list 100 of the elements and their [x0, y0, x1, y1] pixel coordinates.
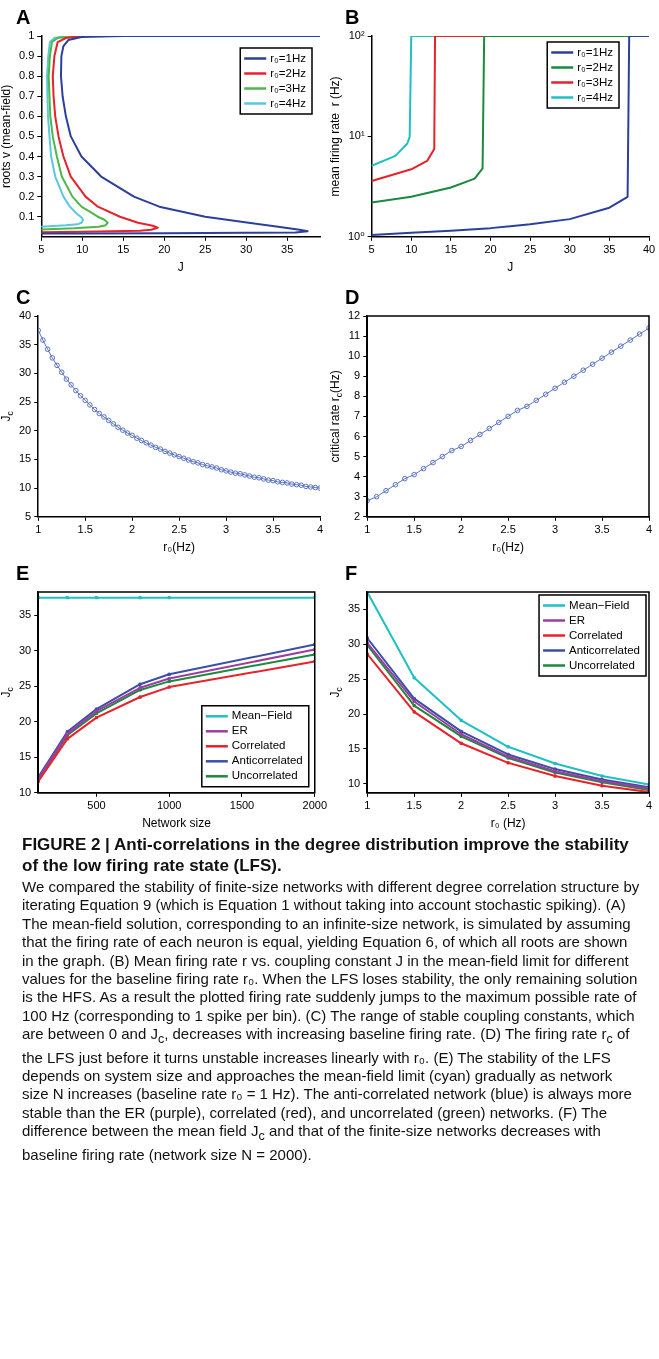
legend-label: r₀=4Hz — [270, 96, 307, 109]
y-axis-title: critical rate rc(Hz) — [328, 370, 344, 463]
y-tick-label: 15 — [18, 750, 32, 763]
chart-title: E — [16, 561, 30, 584]
x-tick-label: 3 — [552, 523, 559, 536]
x-tick-label: 35 — [281, 243, 294, 256]
x-tick-label: 3.5 — [594, 523, 610, 536]
y-tick-label: 0.7 — [18, 89, 35, 102]
x-axis-title: J — [177, 260, 184, 275]
x-tick-label: 2.5 — [500, 523, 516, 536]
y-tick-label: 0.2 — [18, 189, 35, 202]
y-tick-label: 40 — [18, 309, 32, 322]
legend-label: r₀=1Hz — [577, 45, 614, 58]
x-tick-label: 2.5 — [500, 799, 516, 812]
y-tick-label: 15 — [347, 741, 361, 754]
x-tick-label: 25 — [199, 243, 212, 256]
x-tick-label: 500 — [87, 799, 106, 812]
x-tick-label: 20 — [158, 243, 171, 256]
y-tick-label: 10¹ — [348, 129, 365, 142]
x-tick-label: 15 — [444, 243, 458, 256]
y-tick-label: 0.8 — [18, 69, 35, 82]
y-tick-label: 25 — [347, 672, 361, 685]
y-axis-title: Jc — [328, 686, 344, 698]
x-tick-label: 40 — [642, 243, 656, 256]
x-tick-label: 5 — [38, 243, 45, 256]
y-tick-label: 10² — [348, 29, 365, 42]
y-tick-label: 10 — [347, 776, 361, 789]
x-tick-label: 4 — [645, 523, 653, 536]
x-tick-label: 30 — [240, 243, 253, 256]
x-axis-title: r₀(Hz) — [492, 540, 524, 555]
y-tick-label: 10 — [347, 349, 361, 362]
legend-label: r₀=2Hz — [270, 66, 307, 79]
x-tick-label: 1.5 — [77, 523, 93, 536]
y-tick-label: 30 — [18, 366, 32, 379]
legend-label: Anticorrelated — [569, 643, 641, 656]
y-tick-label: 35 — [347, 602, 361, 615]
y-tick-label: 10 — [18, 481, 32, 494]
y-tick-label: 30 — [18, 643, 32, 656]
x-tick-label: 10 — [405, 243, 418, 256]
y-tick-label: 1 — [28, 29, 35, 42]
x-tick-label: 1.5 — [406, 799, 422, 812]
x-tick-label: 3.5 — [265, 523, 281, 536]
x-tick-label: 1.5 — [406, 523, 422, 536]
legend-label: Mean−Field — [569, 598, 630, 611]
y-tick-label: 25 — [18, 679, 32, 692]
legend-label: ER — [569, 613, 586, 626]
x-axis-title: r₀(Hz) — [163, 540, 195, 555]
y-tick-label: 0.1 — [18, 209, 35, 222]
x-tick-label: 1000 — [156, 799, 182, 812]
legend-label: Uncorrelated — [231, 769, 298, 782]
y-tick-label: 5 — [354, 449, 361, 462]
y-tick-label: 0.3 — [18, 169, 35, 182]
x-tick-label: 35 — [603, 243, 616, 256]
x-tick-label: 4 — [316, 523, 324, 536]
y-tick-label: 20 — [347, 707, 361, 720]
x-tick-label: 30 — [563, 243, 576, 256]
x-tick-label: 3 — [552, 799, 559, 812]
y-tick-label: 7 — [354, 409, 361, 422]
y-tick-label: 5 — [25, 509, 32, 522]
y-tick-label: 11 — [348, 329, 361, 342]
legend-label: r₀=3Hz — [270, 81, 307, 94]
legend-label: ER — [231, 724, 248, 737]
y-tick-label: 0.5 — [18, 129, 35, 142]
x-axis-title: r₀ (Hz) — [490, 816, 526, 831]
y-tick-label: 6 — [354, 429, 361, 442]
legend-label: r₀=4Hz — [577, 90, 614, 103]
y-tick-label: 20 — [18, 423, 32, 436]
y-axis-title: Jc — [0, 686, 15, 698]
y-tick-label: 20 — [18, 714, 32, 727]
x-tick-label: 2.5 — [171, 523, 187, 536]
y-tick-label: 15 — [18, 452, 32, 465]
x-tick-label: 15 — [117, 243, 130, 256]
legend-label: Correlated — [231, 739, 286, 752]
y-axis-title: Jc — [0, 410, 15, 422]
x-tick-label: 10 — [76, 243, 89, 256]
legend-label: Correlated — [569, 628, 623, 641]
y-tick-label: 35 — [18, 608, 32, 621]
y-tick-label: 3 — [354, 489, 361, 502]
legend-label: Mean−Field — [231, 709, 293, 722]
y-tick-label: 10⁰ — [347, 229, 366, 242]
x-tick-label: 25 — [524, 243, 537, 256]
legend-label: r₀=1Hz — [270, 51, 307, 64]
y-tick-label: 25 — [18, 395, 32, 408]
chart-title: B — [345, 5, 360, 28]
x-tick-label: 3.5 — [594, 799, 610, 812]
y-tick-label: 12 — [347, 309, 361, 322]
x-tick-label: 2000 — [302, 799, 328, 812]
x-axis-title: J — [507, 260, 514, 275]
x-tick-label: 2 — [129, 523, 136, 536]
y-tick-label: 10 — [18, 785, 32, 798]
chart-title: F — [345, 561, 358, 584]
x-axis-title: Network size — [142, 816, 212, 831]
x-tick-label: 3 — [223, 523, 230, 536]
legend-label: Anticorrelated — [231, 754, 303, 767]
text: We compared the stability of finite-size networks with different degree correlation structure by iterating Equation 9 (which is Equation 1 without taking into account stochastic spiking). (A) The mean-field solution, corresponding to an infinite-size network, is simulated by assuming that the firing rate of each neuron is equal, yielding Equation 6, of which all roots are shown in the graph. (B) Mean firing rate r vs. coupling constant J in the mean-field limit for different values for the baseline firing rate r₀. When the LFS loses stability, the only remaining solution is the HFS. As a result the plotted firing rate suddenly jumps to the maximum possible rate of 100 Hz (corresponding to 1 spike per bin). (C) The range of stable coupling constants, which are between 0 and J$_{c}$, decreases with increasing baseline firing rate. (D) The firing rate r$_{c}$ of the LFS just before it turns unstable increases linearly with r₀. (E) The stability of the LFS depends on system size and approaches the mean-field limit (cyan) gradually as network size N increases (baseline rate r₀ = 1 Hz). The anti-correlated network (blue) is always more stable than the ER (purple), correlated (red), and uncorrelated (green) networks. (F) The difference between the mean field J$_{c}$ and that of the finite-size networks decreases with baseline firing rate (network size N = 2000). — [22, 878, 640, 1163]
chart-title: A — [16, 5, 31, 28]
text: FIGURE 2 | Anti-correlations in the degree distribution improve the stability of the low firing rate state (LFS). — [22, 834, 630, 876]
legend-label: Uncorrelated — [569, 658, 635, 671]
x-tick-label: 2 — [458, 523, 465, 536]
y-tick-label: 9 — [354, 369, 361, 382]
